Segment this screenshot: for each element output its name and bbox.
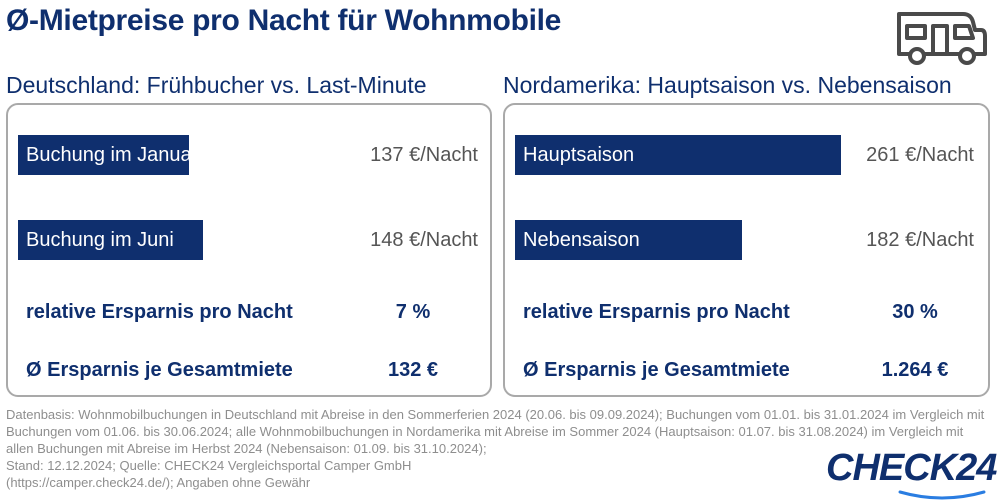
bar-januar: Buchung im Januar <box>18 135 198 175</box>
panel-north-america: Hauptsaison 261 €/Nacht Nebensaison 182 … <box>503 103 990 397</box>
bar-label: Hauptsaison <box>523 144 635 166</box>
stat-label-relative-savings: relative Ersparnis pro Nacht <box>523 301 790 323</box>
bar-label: Nebensaison <box>523 229 640 251</box>
stat-value-total-savings: 1.264 € <box>881 359 949 381</box>
panel-title-north-america: Nordamerika: Hauptsaison vs. Nebensaison <box>503 72 952 98</box>
stat-value-relative-savings: 7 % <box>395 301 431 323</box>
panel-title-germany: Deutschland: Frühbucher vs. Last-Minute <box>6 72 427 98</box>
panel-germany: Buchung im Januar 137 €/Nacht Buchung im… <box>6 103 492 397</box>
bar-label: Buchung im Juni <box>26 229 174 251</box>
bar-value: 137 €/Nacht <box>370 144 478 166</box>
logo-swoosh-icon <box>898 490 986 500</box>
bar-value: 148 €/Nacht <box>370 229 478 251</box>
stat-value-relative-savings: 30 % <box>892 301 938 323</box>
bar-value: 261 €/Nacht <box>866 144 974 166</box>
stat-label-relative-savings: relative Ersparnis pro Nacht <box>26 301 293 323</box>
bar-value: 182 €/Nacht <box>866 229 974 251</box>
bar-nebensaison: Nebensaison <box>515 220 742 260</box>
bar-hauptsaison: Hauptsaison <box>515 135 841 175</box>
check24-logo: CHECK24 <box>826 447 997 489</box>
camper-van-icon <box>897 12 987 65</box>
footnote: Datenbasis: Wohnmobilbuchungen in Deutsc… <box>6 407 985 490</box>
stat-label-total-savings: Ø Ersparnis je Gesamtmiete <box>26 359 293 381</box>
page-title: Ø-Mietpreise pro Nacht für Wohnmobile <box>6 4 562 37</box>
stat-value-total-savings: 132 € <box>387 359 439 381</box>
bar-label: Buchung im Januar <box>26 144 199 166</box>
stat-label-total-savings: Ø Ersparnis je Gesamtmiete <box>523 359 790 381</box>
bar-juni: Buchung im Juni <box>18 220 203 260</box>
